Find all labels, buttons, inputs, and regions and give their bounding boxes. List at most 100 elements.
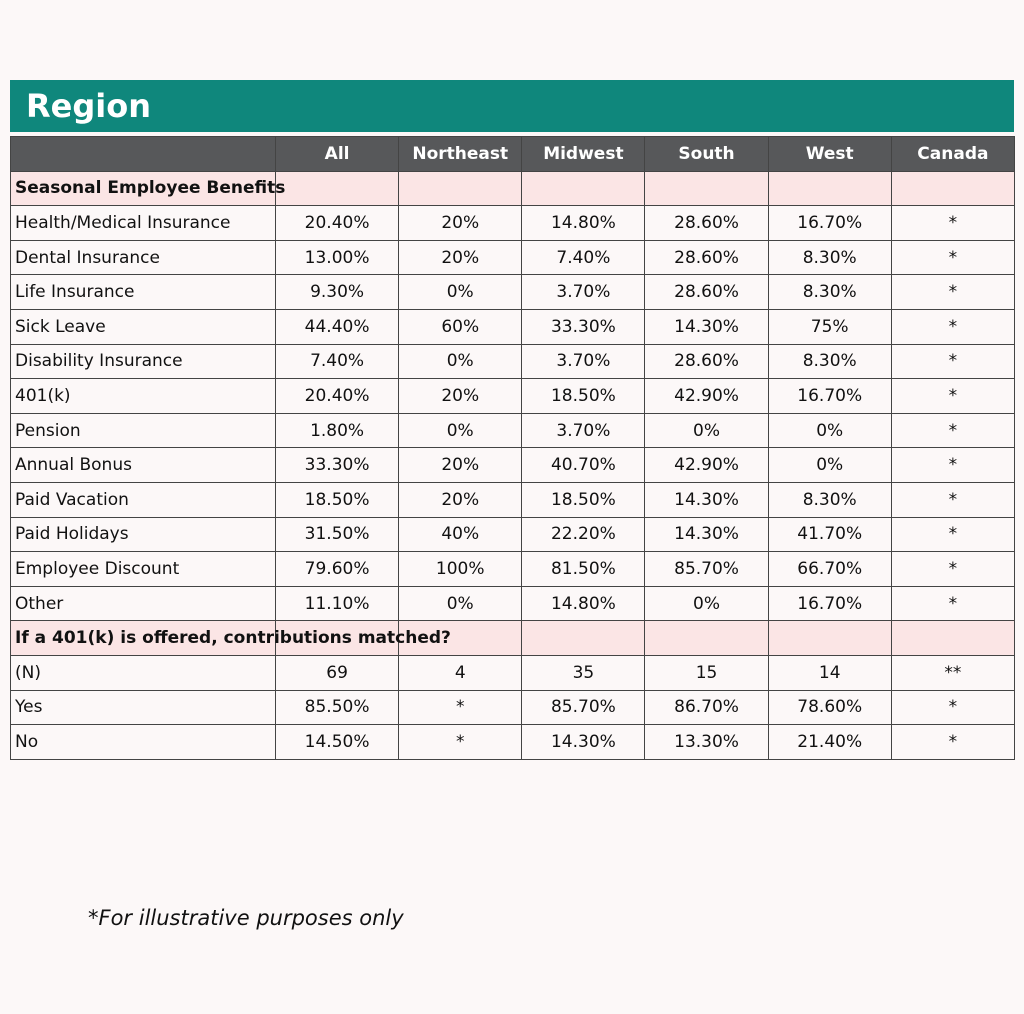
column-header: West xyxy=(767,136,892,172)
cell: ** xyxy=(890,654,1016,691)
section-cell xyxy=(398,170,523,207)
cell: 3.70% xyxy=(521,274,646,310)
row-label: Yes xyxy=(10,689,276,726)
section-cell xyxy=(274,620,400,656)
row-label: Life Insurance xyxy=(10,274,276,310)
header-row: All Northeast Midwest South West Canada xyxy=(10,136,1016,172)
cell: 44.40% xyxy=(274,308,400,345)
cell: 9.30% xyxy=(274,274,400,310)
table-row: Life Insurance 9.30% 0% 3.70% 28.60% 8.30% * xyxy=(10,274,1016,310)
cell: 14.50% xyxy=(274,724,400,760)
section-cell xyxy=(521,170,646,207)
cell: * xyxy=(890,274,1016,310)
cell: 79.60% xyxy=(274,551,400,587)
cell: * xyxy=(398,689,523,726)
cell: 16.70% xyxy=(767,378,892,414)
table-row: Dental Insurance 13.00% 20% 7.40% 28.60% 8.30… xyxy=(10,239,1016,276)
cell: 33.30% xyxy=(521,308,646,345)
cell: 8.30% xyxy=(767,239,892,276)
column-header: All xyxy=(274,136,400,172)
cell: 13.00% xyxy=(274,239,400,276)
cell: * xyxy=(890,308,1016,345)
section-cell xyxy=(398,620,523,656)
table-row: Disability Insurance 7.40% 0% 3.70% 28.60% 8.… xyxy=(10,343,1016,380)
cell: 3.70% xyxy=(521,343,646,380)
cell: 14.30% xyxy=(521,724,646,760)
cell: 20.40% xyxy=(274,378,400,414)
row-label: Paid Vacation xyxy=(10,481,276,518)
cell: 14.30% xyxy=(644,481,769,518)
cell: 85.50% xyxy=(274,689,400,726)
cell: 28.60% xyxy=(644,343,769,380)
cell: 16.70% xyxy=(767,205,892,241)
cell: 33.30% xyxy=(274,447,400,483)
table-row: Pension 1.80% 0% 3.70% 0% 0% * xyxy=(10,412,1016,449)
table-row: Other 11.10% 0% 14.80% 0% 16.70% * xyxy=(10,585,1016,622)
cell: 86.70% xyxy=(644,689,769,726)
cell: 14.80% xyxy=(521,205,646,241)
cell: 69 xyxy=(274,654,400,691)
cell: 1.80% xyxy=(274,412,400,449)
row-label: Paid Holidays xyxy=(10,516,276,553)
row-label: Dental Insurance xyxy=(10,239,276,276)
cell: 78.60% xyxy=(767,689,892,726)
table-row: 401(k) 20.40% 20% 18.50% 42.90% 16.70% * xyxy=(10,378,1016,414)
cell: * xyxy=(890,689,1016,726)
section-cell xyxy=(644,170,769,207)
cell: * xyxy=(890,343,1016,380)
cell: 11.10% xyxy=(274,585,400,622)
cell: * xyxy=(890,239,1016,276)
cell: 8.30% xyxy=(767,343,892,380)
cell: 3.70% xyxy=(521,412,646,449)
cell: 28.60% xyxy=(644,274,769,310)
cell: 40.70% xyxy=(521,447,646,483)
row-label: Disability Insurance xyxy=(10,343,276,380)
table-row: (N) 69 4 35 15 14 ** xyxy=(10,654,1016,691)
column-header: Canada xyxy=(890,136,1016,172)
cell: 14.80% xyxy=(521,585,646,622)
cell: 75% xyxy=(767,308,892,345)
cell: * xyxy=(398,724,523,760)
cell: 0% xyxy=(767,447,892,483)
section-title: Seasonal Employee Benefits xyxy=(10,170,285,207)
cell: 21.40% xyxy=(767,724,892,760)
cell: * xyxy=(890,412,1016,449)
cell: 41.70% xyxy=(767,516,892,553)
cell: 4 xyxy=(398,654,523,691)
cell: * xyxy=(890,551,1016,587)
cell: 0% xyxy=(398,274,523,310)
cell: 16.70% xyxy=(767,585,892,622)
table-row: Sick Leave 44.40% 60% 33.30% 14.30% 75% * xyxy=(10,308,1016,345)
data-table: All Northeast Midwest South West Canada Seaso… xyxy=(10,136,1016,760)
cell: 0% xyxy=(398,343,523,380)
cell: 20.40% xyxy=(274,205,400,241)
section-title: If a 401(k) is offered, contributions ma… xyxy=(10,620,451,656)
cell: 20% xyxy=(398,447,523,483)
cell: 20% xyxy=(398,481,523,518)
cell: 8.30% xyxy=(767,274,892,310)
cell: 0% xyxy=(398,412,523,449)
column-header: Midwest xyxy=(521,136,646,172)
section-cell xyxy=(890,170,1016,207)
cell: 28.60% xyxy=(644,239,769,276)
cell: 100% xyxy=(398,551,523,587)
cell: * xyxy=(890,205,1016,241)
column-header: Northeast xyxy=(398,136,523,172)
title-bar: Region xyxy=(10,80,1014,132)
cell: 66.70% xyxy=(767,551,892,587)
footnote: *For illustrative purposes only xyxy=(88,906,404,930)
cell: 85.70% xyxy=(521,689,646,726)
section-cell xyxy=(767,170,892,207)
cell: 8.30% xyxy=(767,481,892,518)
cell: 7.40% xyxy=(521,239,646,276)
cell: 18.50% xyxy=(521,378,646,414)
section-row: Seasonal Employee Benefits xyxy=(10,170,1016,207)
row-label: Employee Discount xyxy=(10,551,276,587)
table-row: No 14.50% * 14.30% 13.30% 21.40% * xyxy=(10,724,1016,760)
cell: 0% xyxy=(644,412,769,449)
table-row: Yes 85.50% * 85.70% 86.70% 78.60% * xyxy=(10,689,1016,726)
cell: * xyxy=(890,481,1016,518)
section-cell xyxy=(890,620,1016,656)
row-label: Health/Medical Insurance xyxy=(10,205,276,241)
row-label: No xyxy=(10,724,276,760)
